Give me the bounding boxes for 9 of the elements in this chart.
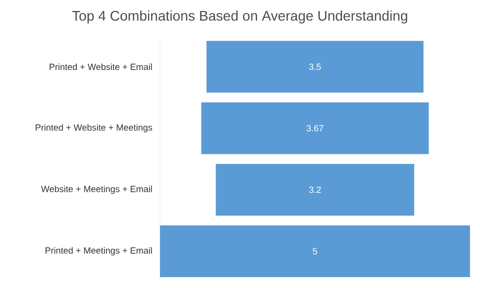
text: Top 4 Combinations Based on Average Understanding [72, 10, 408, 24]
category-label: Printed + Meetings + Email [46, 247, 152, 256]
data-label: 3.2 [309, 186, 321, 193]
category-label: Printed + Website + Email [50, 63, 152, 70]
category-label: Printed + Website + Meetings [36, 124, 152, 132]
data-label: 5 [312, 248, 318, 254]
category-label: Website + Meetings + Email [41, 186, 152, 194]
data-label: 3.67 [306, 125, 324, 132]
data-label: 3.5 [309, 64, 321, 70]
